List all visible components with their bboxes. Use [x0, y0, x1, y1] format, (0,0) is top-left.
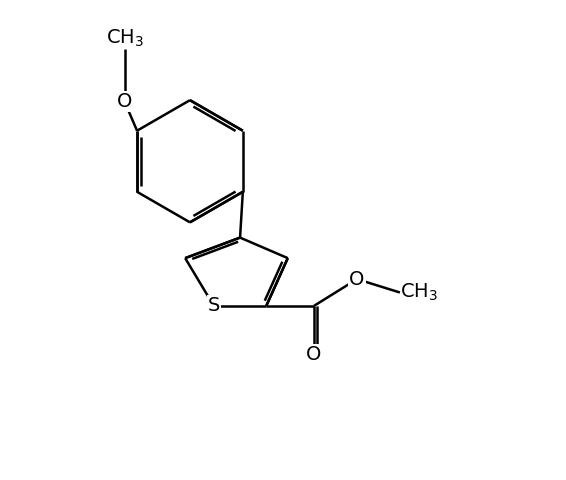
Text: CH$_3$: CH$_3$ [105, 28, 144, 49]
Text: O: O [117, 92, 132, 111]
Text: CH$_3$: CH$_3$ [400, 282, 438, 303]
Text: S: S [208, 296, 220, 315]
Text: O: O [349, 270, 365, 288]
Text: O: O [306, 345, 321, 364]
